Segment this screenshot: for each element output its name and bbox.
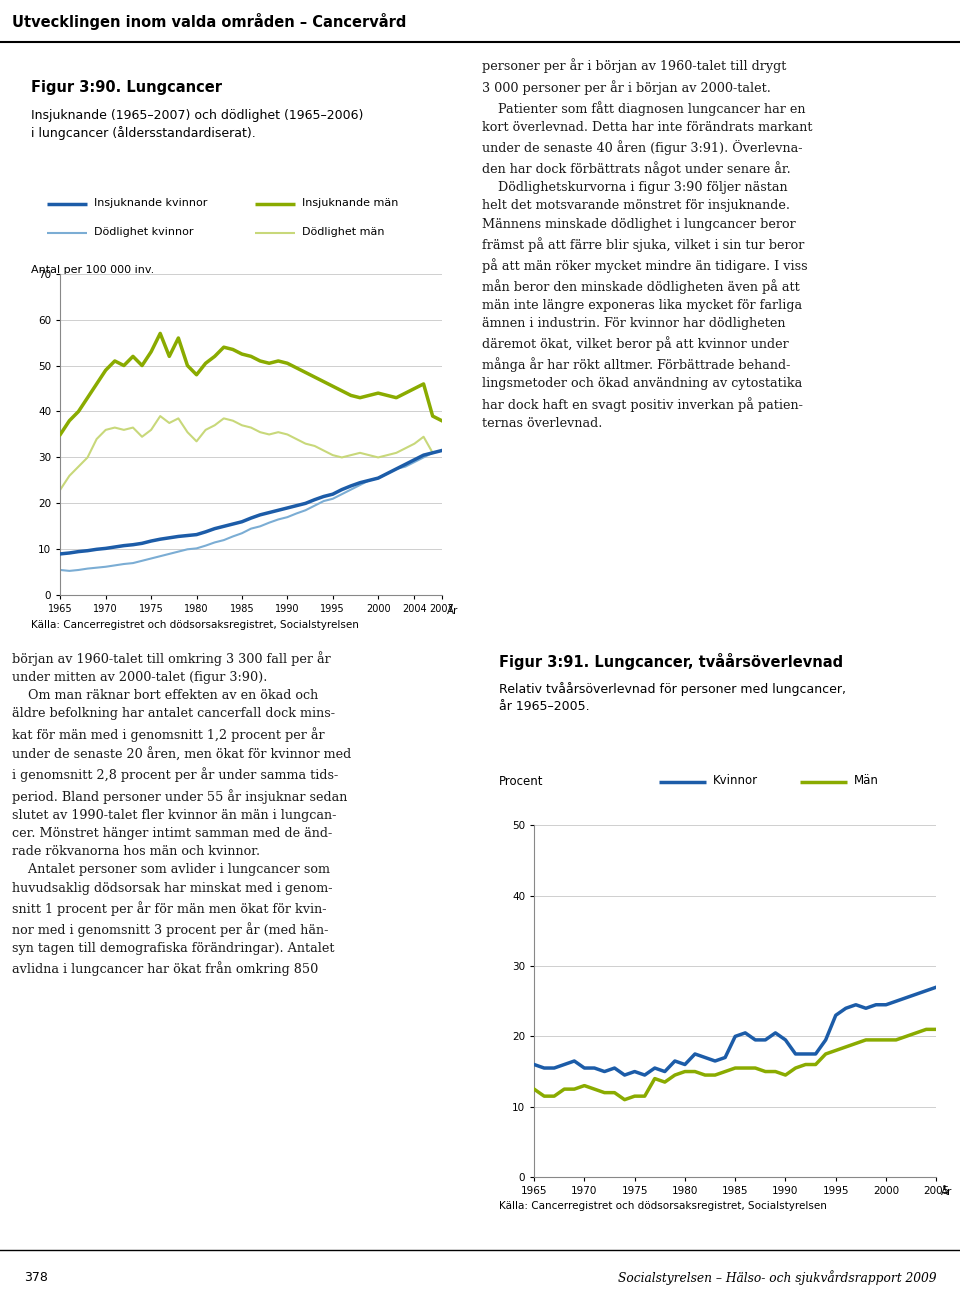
Text: Antal per 100 000 inv.: Antal per 100 000 inv. [32,266,155,275]
Text: Figur 3:91. Lungcancer, tvåårsöverlevnad: Figur 3:91. Lungcancer, tvåårsöverlevnad [499,652,843,669]
Text: början av 1960-talet till omkring 3 300 fall per år
under mitten av 2000-talet (: början av 1960-talet till omkring 3 300 … [12,651,350,976]
Text: Figur 3:90. Lungcancer: Figur 3:90. Lungcancer [32,79,223,95]
Text: Dödlighet kvinnor: Dödlighet kvinnor [93,227,193,237]
Text: Källa: Cancerregistret och dödsorsaksregistret, Socialstyrelsen: Källa: Cancerregistret och dödsorsaksreg… [32,620,359,630]
Text: Män: Män [854,773,878,786]
Text: Insjuknande (1965–2007) och dödlighet (1965–2006)
i lungcancer (åldersstandardis: Insjuknande (1965–2007) och dödlighet (1… [32,108,364,141]
Text: Utvecklingen inom valda områden – Cancervård: Utvecklingen inom valda områden – Cancer… [12,13,406,30]
Text: Dödlighet män: Dödlighet män [302,227,385,237]
Text: Insjuknande män: Insjuknande män [302,198,398,208]
Text: Insjuknande kvinnor: Insjuknande kvinnor [93,198,207,208]
Text: År: År [446,605,458,616]
Text: Relativ tvåårsöverlevnad för personer med lungcancer,
år 1965–2005.: Relativ tvåårsöverlevnad för personer me… [499,682,846,713]
Text: Socialstyrelsen – Hälso- och sjukvårdsrapport 2009: Socialstyrelsen – Hälso- och sjukvårdsra… [617,1269,936,1285]
Text: Källa: Cancerregistret och dödsorsaksregistret, Socialstyrelsen: Källa: Cancerregistret och dödsorsaksreg… [499,1200,827,1211]
Text: 378: 378 [24,1271,48,1284]
Text: År: År [941,1187,952,1198]
Text: Procent: Procent [499,775,543,788]
Text: personer per år i början av 1960-talet till drygt
3 000 personer per år i början: personer per år i början av 1960-talet t… [482,59,812,430]
Text: Kvinnor: Kvinnor [713,773,758,786]
